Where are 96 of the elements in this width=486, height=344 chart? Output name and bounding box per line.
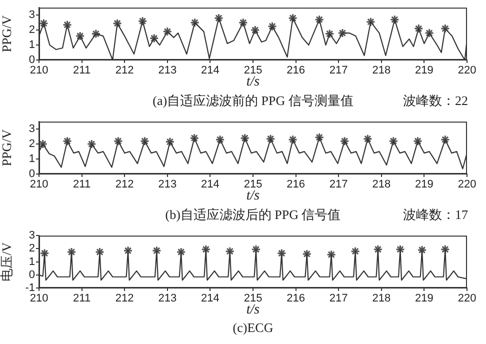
y-tick-label: 1	[28, 256, 35, 268]
x-axis-title: t/s	[246, 188, 260, 204]
point	[324, 29, 334, 39]
x-tick-label: 217	[329, 178, 348, 191]
x-tick-label: 220	[458, 64, 476, 77]
point	[288, 134, 298, 144]
x-tick-label: 218	[372, 178, 391, 191]
point	[340, 136, 350, 146]
y-tick-label: 2	[28, 138, 35, 150]
x-tick-label: 212	[115, 292, 134, 305]
point	[112, 18, 122, 28]
point	[113, 136, 123, 146]
x-tick-label: 214	[201, 64, 220, 77]
y-tick-label: 0	[28, 168, 35, 180]
point	[424, 28, 434, 38]
point	[86, 139, 96, 149]
point	[162, 26, 172, 36]
point	[190, 18, 200, 28]
point	[314, 14, 324, 24]
x-tick-label: 216	[286, 178, 305, 191]
point	[250, 25, 260, 35]
x-tick-label: 219	[415, 64, 434, 77]
x-tick-label: 219	[415, 178, 434, 191]
point	[413, 136, 423, 146]
x-tick-label: 220	[458, 178, 476, 191]
x-tick-label: 211	[73, 178, 91, 191]
point	[338, 28, 348, 38]
point	[190, 133, 200, 143]
x-tick-label: 219	[415, 292, 434, 305]
x-tick-label: 215	[244, 292, 262, 305]
point	[138, 16, 148, 26]
x-tick-label: 210	[30, 64, 48, 77]
x-tick-label: 217	[329, 64, 348, 77]
text: (b)自适应滤波后的 PPG 信号值	[165, 206, 341, 224]
point	[91, 29, 101, 39]
text: 波峰数：22	[403, 92, 468, 110]
x-tick-label: 211	[73, 64, 91, 77]
point	[388, 136, 398, 146]
y-tick-label: -1	[25, 282, 35, 294]
y-tick-label: 1	[28, 39, 35, 52]
point	[140, 136, 150, 146]
point	[440, 24, 450, 34]
text: (c)ECG	[232, 320, 274, 336]
point	[366, 17, 376, 27]
x-tick-label: 210	[30, 178, 48, 191]
y-tick-label: 2	[28, 242, 35, 255]
point	[62, 136, 72, 146]
y-tick-label: 0	[28, 54, 35, 66]
y-tick-label: 2	[28, 24, 35, 36]
y-tick-label: 0	[28, 268, 35, 281]
point	[362, 134, 372, 144]
x-tick-label: 216	[286, 292, 305, 305]
x-tick-label: 214	[201, 292, 220, 305]
x-tick-label: 211	[73, 292, 91, 305]
point	[39, 18, 48, 28]
y-tick-label: 3	[28, 230, 35, 242]
point	[240, 133, 250, 143]
text: (a)自适应滤波前的 PPG 信号测量值	[152, 92, 354, 110]
x-tick-label: 212	[115, 64, 134, 77]
point	[149, 34, 159, 44]
point	[266, 134, 276, 144]
x-tick-label: 218	[372, 64, 391, 77]
point	[268, 22, 278, 32]
x-tick-label: 214	[201, 178, 220, 191]
y-axis-title: PPG/V	[0, 14, 14, 52]
x-tick-label: 212	[115, 178, 134, 191]
point	[238, 18, 248, 28]
y-axis-title: 电压/V	[0, 242, 14, 282]
point	[288, 13, 298, 23]
point	[414, 24, 424, 34]
y-tick-label: 3	[28, 123, 35, 136]
x-tick-label: 217	[329, 292, 348, 305]
point	[390, 14, 400, 24]
x-tick-label: 218	[372, 292, 391, 305]
x-tick-label: 213	[158, 292, 177, 305]
x-tick-label: 213	[158, 178, 177, 191]
x-axis-title: t/s	[246, 302, 260, 318]
text: 波峰数：17	[403, 206, 468, 224]
point	[314, 132, 324, 142]
x-tick-label: 210	[30, 292, 48, 305]
point	[165, 137, 175, 147]
y-tick-label: 1	[28, 153, 35, 166]
point	[214, 13, 224, 23]
point	[39, 139, 48, 149]
y-axis-title: PPG/V	[0, 128, 14, 166]
x-tick-label: 216	[286, 64, 305, 77]
x-tick-label: 215	[244, 178, 262, 191]
x-tick-label: 220	[458, 292, 476, 305]
point	[62, 20, 72, 30]
point	[75, 31, 85, 41]
x-axis-title: t/s	[246, 74, 260, 90]
x-tick-label: 215	[244, 64, 262, 77]
point	[215, 134, 225, 144]
x-tick-label: 213	[158, 64, 177, 77]
point	[440, 134, 450, 144]
y-tick-label: 3	[28, 9, 35, 22]
